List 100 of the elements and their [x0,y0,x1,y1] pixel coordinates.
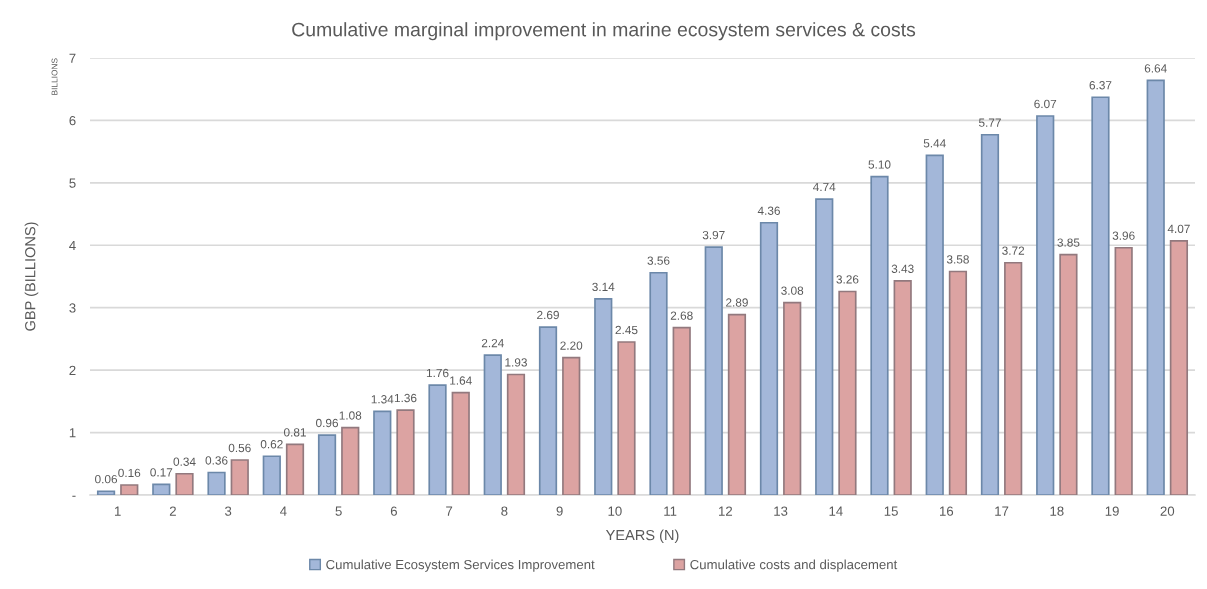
data-label: 2.24 [481,338,504,348]
data-label: 1.64 [450,376,472,385]
x-tick-label: 8 [501,506,508,516]
bar [538,326,558,495]
data-label: 3.26 [836,275,859,284]
x-tick-label: 18 [1050,506,1064,516]
legend-label: Cumulative costs and displacement [690,559,898,572]
x-tick-label: 6 [390,506,397,516]
data-label: 0.56 [228,443,251,453]
data-label: 1.76 [426,368,449,378]
bar [428,384,447,495]
y-tick-label: 3 [69,303,76,313]
legend-label: Cumulative Ecosystem Services Improvement [326,559,595,572]
bar [152,483,171,495]
x-tick-label: 13 [774,506,788,516]
data-label: 0.17 [150,468,173,477]
data-label: 3.08 [781,286,804,295]
data-label: 4.07 [1167,224,1190,233]
bar [925,154,944,495]
bar [483,354,502,495]
data-label: 3.43 [891,264,914,273]
data-label: 5.77 [978,118,1001,127]
bar [893,280,912,495]
data-label: 3.97 [702,230,725,240]
data-label: 0.81 [283,428,306,437]
y-tick-label: 7 [69,53,76,63]
x-tick-label: 20 [1160,506,1175,516]
text: BILLIONS [51,58,58,95]
x-tick-label: 19 [1105,506,1119,516]
data-label: 0.06 [95,475,118,484]
bar [948,270,968,495]
bar [1036,115,1055,495]
data-label: 3.14 [592,282,615,292]
bar [207,471,226,495]
bar [594,298,613,495]
bar [120,484,139,495]
x-tick-label: 12 [719,506,733,516]
bar [1091,96,1110,495]
bar [396,409,415,495]
bar [672,326,691,495]
chart-title: Cumulative marginal improvement in marine ecosystem services & costs [292,22,916,41]
x-tick-label: 2 [169,506,176,516]
data-label: 6.37 [1089,81,1112,90]
bar [1004,261,1023,495]
x-tick-label: 17 [995,506,1009,516]
bar [285,443,305,495]
bar [317,434,337,495]
bar [96,490,116,495]
data-label: 4.36 [757,206,780,215]
x-tick-label: 7 [446,506,453,516]
data-label: 0.16 [118,468,141,478]
x-tick-label: 9 [556,506,563,516]
data-label: 1.93 [505,358,527,367]
bar [617,341,636,495]
data-label: 2.68 [670,311,693,320]
data-label: 2.20 [560,341,583,350]
bar [230,459,249,495]
data-label: 3.58 [946,255,969,264]
bar [815,198,834,495]
bar [649,271,668,495]
data-label: 4.74 [813,182,836,192]
y-tick-label: 4 [69,240,76,251]
x-tick-label: 4 [280,506,287,516]
data-label: 0.96 [316,418,339,428]
x-tick-label: 15 [884,506,898,516]
bar [175,472,194,495]
y-tick-label: 5 [69,178,76,188]
data-label: 2.69 [537,310,559,320]
data-label: 1.34 [371,395,394,404]
y-tick-label: 6 [69,115,76,126]
bar [562,356,581,495]
bar [506,373,526,495]
y-tick-label: 2 [69,365,76,375]
bar [1146,79,1165,495]
bar [980,133,1000,495]
x-tick-label: 1 [115,506,121,516]
data-label: 0.62 [260,440,283,449]
bar [1169,240,1189,495]
data-label: 3.85 [1057,238,1080,247]
data-label: 3.96 [1112,231,1135,240]
x-tick-label: 5 [335,506,342,516]
data-label: 2.89 [726,298,748,307]
bar [783,301,802,495]
bar [704,246,723,495]
data-label: 2.45 [615,325,638,335]
data-label: 5.10 [868,160,891,169]
bar [759,221,779,495]
data-label: 0.36 [205,456,228,465]
bar [1059,253,1078,495]
x-tick-label: 16 [940,506,954,516]
y-tick-label: 1 [69,428,76,438]
y-tick-label: - [72,495,76,497]
bar [870,175,889,495]
x-tick-label: 11 [664,506,677,516]
bar [1114,246,1133,495]
data-label: 1.08 [339,411,362,420]
bar [373,410,392,495]
data-label: 6.07 [1034,99,1057,109]
x-tick-label: 3 [224,506,232,516]
x-tick-label: 14 [829,506,843,516]
